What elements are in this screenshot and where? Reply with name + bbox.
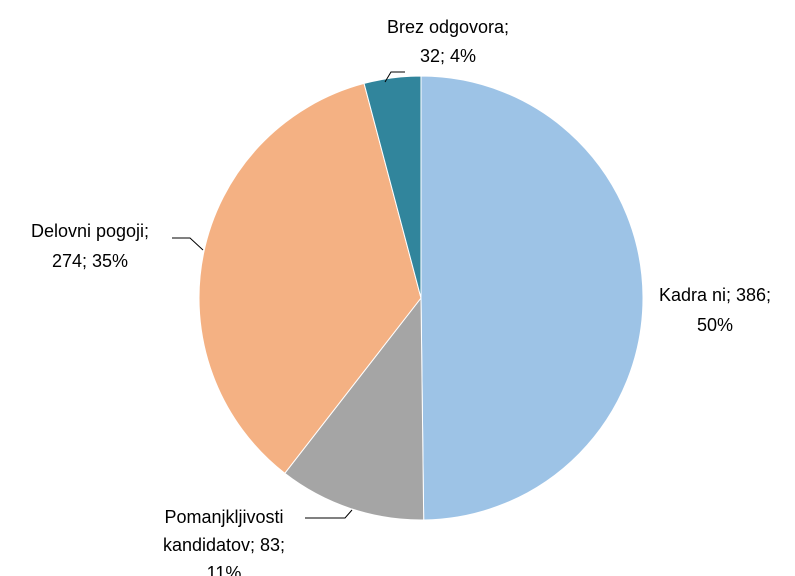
pie-slice — [198, 82, 422, 474]
leader-line — [172, 237, 204, 251]
data-label: Kadra ni; 386; — [659, 285, 771, 305]
data-label: Pomanjkljivosti — [164, 507, 283, 527]
pie-slice — [363, 75, 422, 299]
data-label: 32; 4% — [420, 46, 476, 66]
data-label: 11% — [207, 563, 242, 576]
leader-line — [384, 71, 405, 83]
data-label: kandidatov; 83; — [163, 535, 285, 555]
data-label: 50% — [697, 315, 733, 335]
pie-slice — [284, 296, 425, 521]
data-label: Delovni pogoji; — [31, 221, 149, 241]
data-label: Brez odgovora; — [387, 17, 509, 37]
pie-slice — [420, 75, 644, 521]
data-label: 274; 35% — [52, 251, 128, 271]
leader-line — [305, 509, 353, 519]
